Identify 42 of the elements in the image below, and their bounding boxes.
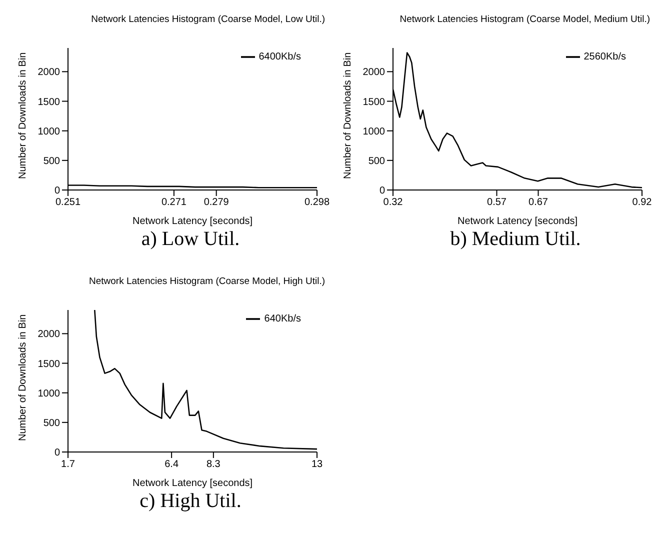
legend-label: 2560Kb/s: [584, 52, 626, 63]
y-tick-label: 500: [43, 156, 60, 167]
y-tick-label: 1500: [38, 358, 60, 370]
x-tick-label: 1.7: [61, 459, 76, 470]
x-tick-label: 0.32: [383, 197, 404, 208]
y-axis-title: Number of Downloads in Bin: [18, 314, 29, 441]
x-tick-label: 0.298: [304, 197, 330, 208]
y-tick-label: 2000: [38, 329, 60, 340]
y-tick-label: 0: [379, 186, 386, 197]
y-tick-label: 0: [54, 186, 60, 197]
y-tick-label: 500: [368, 156, 386, 167]
y-tick-label: 1000: [38, 126, 60, 138]
y-tick-label: 500: [43, 418, 60, 429]
y-axis-title: Number of Downloads in Bin: [18, 52, 29, 179]
y-axis-title: Number of Downloads in Bin: [342, 52, 354, 179]
text: a) Low Util.: [140, 228, 241, 251]
chart-title: Network Latencies Histogram (Coarse Model, High Util.): [88, 276, 326, 289]
y-tick-label: 1500: [362, 96, 386, 108]
y-tick-label: 1000: [362, 126, 386, 138]
y-tick-label: 1000: [38, 388, 60, 400]
x-tick-label: 13: [311, 459, 323, 470]
y-tick-label: 0: [54, 448, 60, 459]
x-tick-label: 0.271: [161, 197, 187, 208]
x-tick-label: 0.279: [204, 197, 230, 208]
x-tick-label: 0.251: [55, 197, 81, 208]
x-axis-title: Network Latency [seconds]: [132, 478, 253, 489]
y-tick-label: 2000: [38, 67, 60, 78]
y-tick-label: 2000: [362, 67, 386, 78]
x-tick-label: 0.67: [528, 197, 548, 208]
legend-label: 640Kb/s: [264, 314, 301, 325]
y-tick-label: 1500: [38, 96, 60, 108]
x-tick-label: 0.92: [632, 197, 652, 208]
text: b) Medium Util.: [449, 228, 582, 251]
text: c) High Util.: [138, 490, 242, 513]
chart-title: Network Latencies Histogram (Coarse Model, Low Util.): [90, 14, 326, 27]
x-axis-title: Network Latency [seconds]: [457, 216, 578, 227]
x-tick-label: 8.3: [206, 459, 221, 470]
legend-label: 6400Kb/s: [258, 52, 301, 63]
x-tick-label: 0.57: [487, 197, 507, 208]
chart-title: Network Latencies Histogram (Coarse Model, Medium Util.): [398, 14, 651, 27]
x-axis-title: Network Latency [seconds]: [132, 216, 253, 227]
x-tick-label: 6.4: [164, 459, 179, 470]
